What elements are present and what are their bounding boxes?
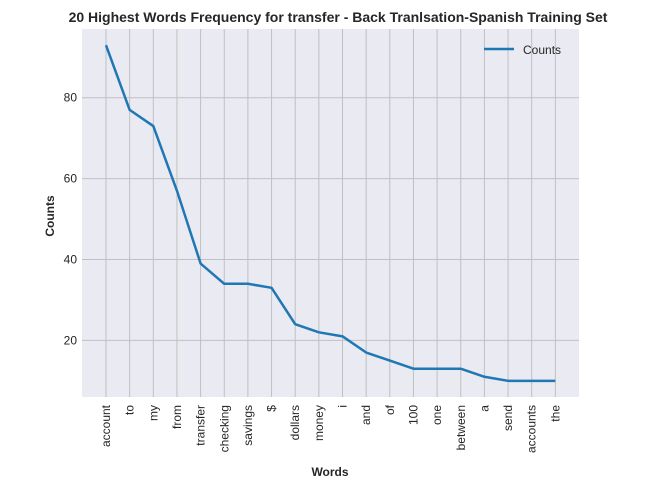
- x-tick-label: from: [170, 405, 184, 429]
- grid-lines: [82, 29, 579, 397]
- x-tick-label: 100: [406, 405, 420, 425]
- y-tick-labels: 20 40 60 80: [64, 91, 78, 348]
- plot-area: [82, 29, 579, 397]
- x-tick-label: and: [359, 405, 373, 425]
- y-axis-label: Counts: [43, 195, 57, 237]
- x-tick-label: dollars: [288, 405, 302, 440]
- x-tick-label: $: [265, 405, 279, 412]
- y-tick-label: 40: [64, 253, 78, 267]
- x-tick-label: one: [430, 405, 444, 425]
- legend-label: Counts: [523, 43, 561, 57]
- y-tick-label: 60: [64, 172, 78, 186]
- legend: Counts: [484, 43, 561, 57]
- series-line: [104, 44, 556, 383]
- x-tick-label: i: [336, 405, 350, 408]
- y-tick-label: 20: [64, 333, 78, 347]
- x-tick-label: account: [99, 404, 113, 447]
- x-axis-label: Words: [311, 465, 348, 479]
- y-tick-label: 80: [64, 91, 78, 105]
- x-tick-label: my: [146, 405, 160, 421]
- x-tick-label: a: [477, 405, 491, 412]
- x-tick-label: transfer: [194, 405, 208, 446]
- x-tick-label: the: [548, 405, 562, 422]
- chart-title: 20 Highest Words Frequency for transfer …: [69, 9, 608, 25]
- x-tick-labels: account to my from transfer checking savings $ d…: [99, 404, 562, 453]
- series-layer: [104, 44, 556, 383]
- x-tick-label: of: [383, 404, 397, 415]
- x-tick-label: send: [501, 405, 515, 431]
- x-tick-label: savings: [241, 405, 255, 446]
- x-tick-label: to: [123, 405, 137, 415]
- x-tick-label: accounts: [525, 405, 539, 453]
- x-tick-label: between: [454, 405, 468, 450]
- x-tick-label: money: [312, 405, 326, 441]
- x-tick-label: checking: [217, 405, 231, 452]
